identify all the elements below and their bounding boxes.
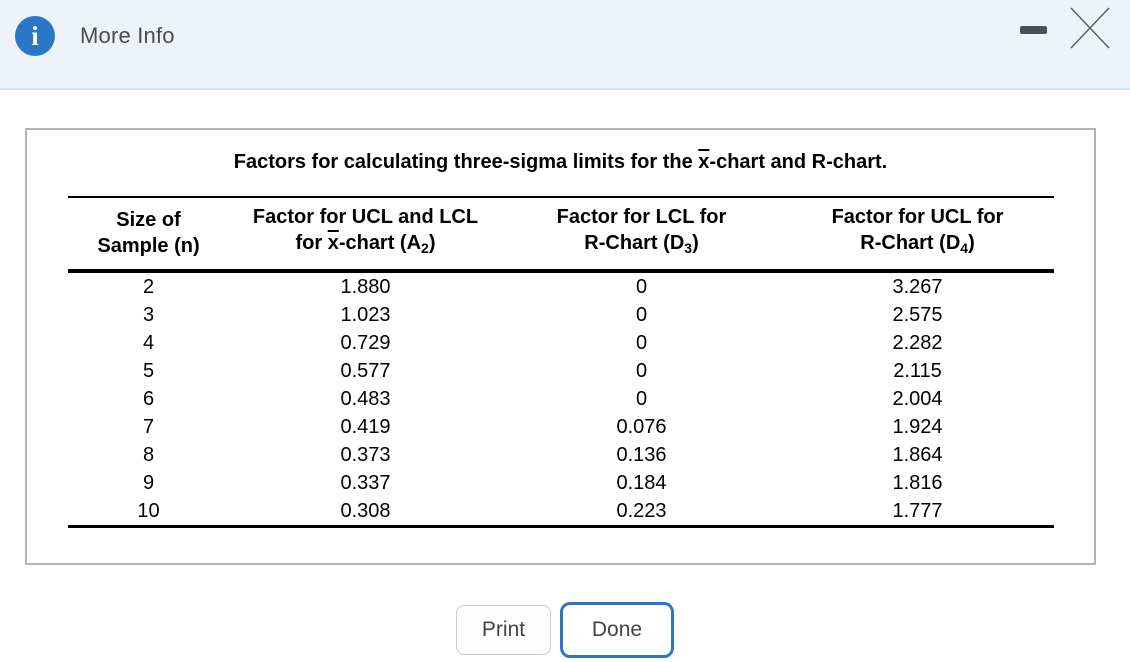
table-cell: 7: [142, 416, 155, 438]
table-cell: 0: [635, 304, 648, 326]
titlebar: i More Info: [0, 0, 1130, 90]
table-cell: 8: [142, 444, 155, 466]
table-cell: 0: [635, 388, 648, 410]
table-row: 4 0.729 0 2.282: [68, 329, 1054, 357]
header-sample-size: Size of Sample (n): [97, 208, 200, 257]
table-cell: 0.483: [340, 388, 391, 410]
table-cell: 0.337: [340, 472, 391, 494]
table-cell: 2.115: [893, 360, 942, 382]
table-cell: 0.308: [340, 500, 391, 522]
table-cell: 1.924: [892, 416, 943, 438]
table-cell: 0.184: [616, 472, 667, 494]
table-cell: 0.223: [616, 500, 667, 522]
footer-buttons: Print Done: [0, 602, 1130, 658]
table-row: 9 0.337 0.184 1.816: [68, 469, 1054, 497]
table-cell: 2.004: [892, 388, 943, 410]
table-cell: 10: [137, 500, 160, 522]
table-row: 3 1.023 0 2.575: [68, 301, 1054, 329]
table-header-row: Size of Sample (n) Factor for UCL and LC…: [67, 197, 1054, 271]
table-cell: 4: [142, 332, 155, 354]
table-cell: 0: [635, 276, 648, 298]
factors-table: Size of Sample (n) Factor for UCL and LC…: [67, 196, 1054, 528]
table-cell: 2: [142, 276, 155, 298]
table-row: 7 0.419 0.076 1.924: [68, 413, 1054, 441]
header-d4: Factor for UCL for R-Chart (D4): [831, 206, 1004, 256]
table-row: 10 0.308 0.223 1.777: [68, 497, 1054, 527]
info-icon: i: [15, 16, 55, 56]
content-box: Factors for calculating three-sigma limi…: [25, 128, 1096, 565]
table-cell: 3.267: [892, 276, 943, 298]
table-cell: 0.729: [340, 332, 391, 354]
table-row: 5 0.577 0 2.115: [68, 357, 1054, 385]
table-cell: 1.777: [892, 500, 943, 522]
table-title: Factors for calculating three-sigma limi…: [27, 149, 1094, 175]
header-d3: Factor for LCL for R-Chart (D3): [556, 206, 727, 256]
table-cell: 3: [142, 304, 155, 326]
table-row: 6 0.483 0 2.004: [68, 385, 1054, 413]
header-a2: Factor for UCL and LCL for x-chart (A2): [252, 206, 479, 256]
table-cell: 2.282: [892, 332, 943, 354]
table-cell: 0.076: [616, 416, 667, 438]
minimize-icon[interactable]: [1020, 26, 1047, 34]
table-cell: 0: [635, 360, 648, 382]
table-cell: 1.864: [892, 444, 943, 466]
table-cell: 0: [635, 332, 648, 354]
title-text-pre: Factors for calculating three-sigma limi…: [233, 151, 699, 173]
close-icon[interactable]: [1068, 4, 1112, 52]
table-cell: 9: [142, 472, 155, 494]
table-cell: 0.136: [616, 444, 667, 466]
table-row: 8 0.373 0.136 1.864: [68, 441, 1054, 469]
title-xbar: x: [698, 151, 710, 173]
done-button[interactable]: Done: [560, 602, 674, 658]
table-cell: 0.419: [340, 416, 391, 438]
table-row: 2 1.880 0 3.267: [68, 271, 1054, 301]
table-cell: 1.023: [340, 304, 391, 326]
table-cell: 6: [142, 388, 155, 410]
print-button[interactable]: Print: [456, 605, 551, 655]
table-cell: 0.577: [340, 360, 391, 382]
table-cell: 1.880: [340, 276, 391, 298]
table-cell: 1.816: [892, 472, 943, 494]
table-cell: 2.575: [892, 304, 943, 326]
table-cell: 0.373: [340, 444, 391, 466]
table-cell: 5: [142, 360, 155, 382]
window-title: More Info: [80, 23, 175, 48]
title-text-post: -chart and R-chart.: [709, 151, 888, 173]
